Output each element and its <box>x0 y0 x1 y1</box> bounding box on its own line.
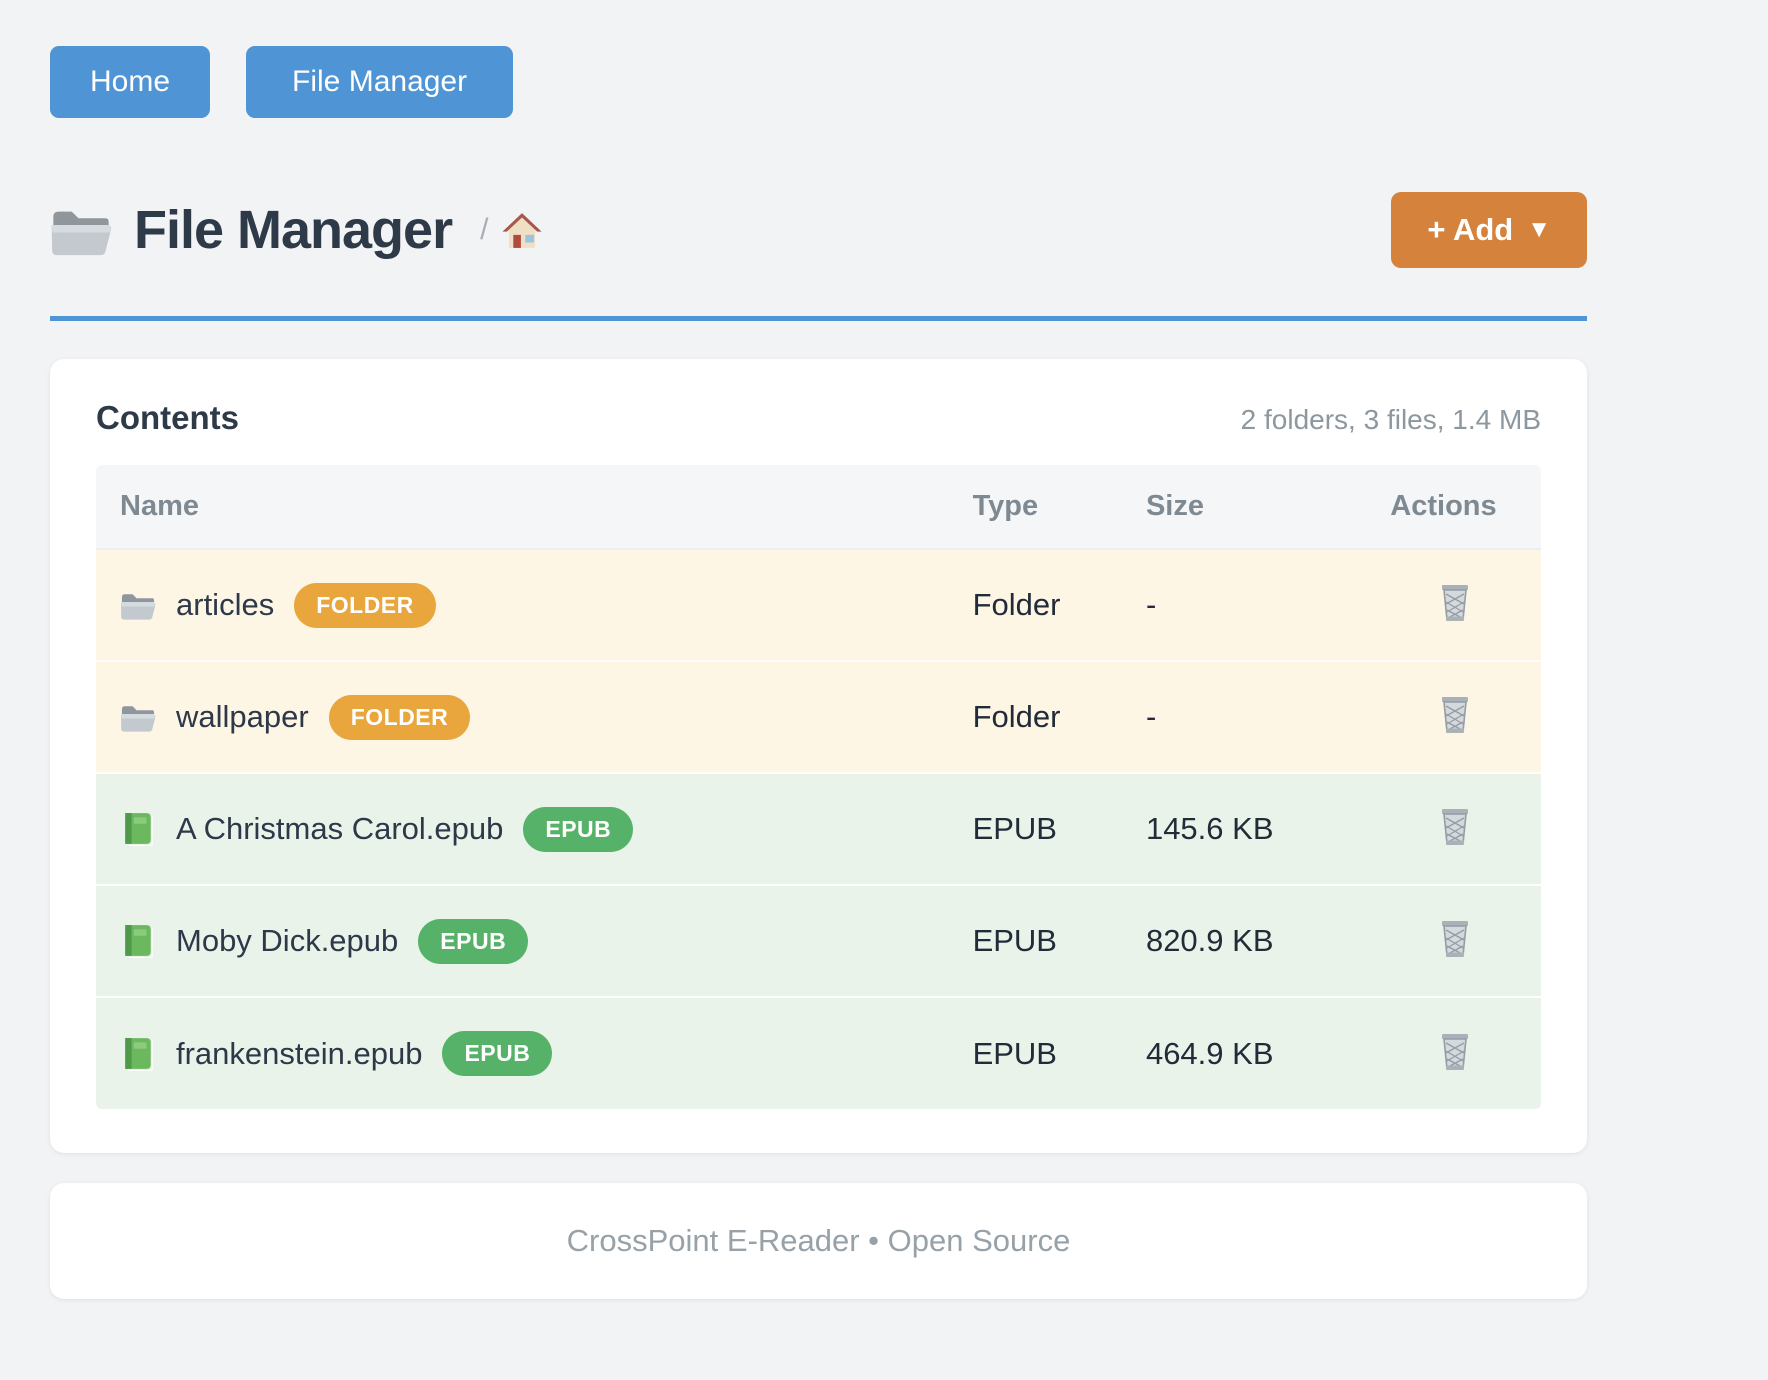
item-type: EPUB <box>948 772 1122 885</box>
home-button[interactable]: Home <box>50 46 211 118</box>
page-header: File Manager / + Add ▼ <box>50 192 1587 268</box>
contents-header: Contents 2 folders, 3 files, 1.4 MB <box>96 399 1541 437</box>
item-size: 820.9 KB <box>1121 884 1346 997</box>
top-nav: Home File Manager <box>50 46 1587 118</box>
table-row-articles[interactable]: articles FOLDER Folder - <box>96 548 1541 661</box>
column-header-actions: Actions <box>1345 465 1541 549</box>
title-divider <box>50 316 1587 321</box>
item-type: EPUB <box>948 996 1122 1109</box>
footer-text: CrossPoint E-Reader • Open Source <box>566 1223 1071 1258</box>
green-book-icon <box>125 925 153 958</box>
item-type: EPUB <box>948 884 1122 997</box>
folder-icon <box>51 211 112 256</box>
table-row-moby-dick[interactable]: Moby Dick.epub EPUB EPUB 820.9 KB <box>96 884 1541 997</box>
contents-card: Contents 2 folders, 3 files, 1.4 MB Name… <box>50 359 1587 1153</box>
table-header-row: Name Type Size Actions <box>96 465 1541 549</box>
item-size: - <box>1121 548 1346 661</box>
trash-icon <box>1441 1032 1470 1070</box>
table-row-frankenstein[interactable]: frankenstein.epub EPUB EPUB 464.9 KB <box>96 996 1541 1109</box>
column-header-size: Size <box>1121 465 1346 549</box>
item-name[interactable]: A Christmas Carol.epub <box>176 811 504 846</box>
delete-button[interactable] <box>1433 579 1477 630</box>
add-button[interactable]: + Add ▼ <box>1391 192 1587 268</box>
file-table: Name Type Size Actions articles FOLDER <box>96 465 1541 1109</box>
file-manager-page: Home File Manager File Manager / + Add ▼… <box>50 46 1587 1299</box>
breadcrumb: / <box>480 211 542 249</box>
epub-badge: EPUB <box>418 918 529 964</box>
chevron-down-icon: ▼ <box>1527 216 1551 243</box>
page-title: File Manager <box>134 200 453 260</box>
green-book-icon <box>125 1037 153 1071</box>
item-name[interactable]: frankenstein.epub <box>176 1035 423 1071</box>
item-size: 464.9 KB <box>1121 996 1346 1109</box>
add-button-label: + Add <box>1427 212 1514 247</box>
epub-badge: EPUB <box>523 806 634 852</box>
item-size: - <box>1121 660 1346 773</box>
folder-badge: FOLDER <box>294 582 436 628</box>
contents-summary: 2 folders, 3 files, 1.4 MB <box>1240 404 1541 435</box>
folder-badge: FOLDER <box>328 694 471 740</box>
column-header-name: Name <box>96 465 949 549</box>
item-size: 145.6 KB <box>1121 772 1346 885</box>
trash-icon <box>1441 696 1470 733</box>
green-book-icon <box>125 813 153 846</box>
trash-icon <box>1441 584 1470 621</box>
breadcrumb-separator: / <box>480 213 489 246</box>
epub-badge: EPUB <box>442 1031 553 1076</box>
title-group: File Manager / <box>50 199 542 261</box>
table-row-wallpaper[interactable]: wallpaper FOLDER Folder - <box>96 660 1541 773</box>
delete-button[interactable] <box>1433 803 1477 854</box>
house-icon[interactable] <box>502 211 542 249</box>
item-name[interactable]: Moby Dick.epub <box>176 923 399 958</box>
footer-card: CrossPoint E-Reader • Open Source <box>50 1183 1587 1299</box>
item-type: Folder <box>948 660 1122 773</box>
trash-icon <box>1441 808 1470 845</box>
item-name[interactable]: wallpaper <box>176 699 309 734</box>
trash-icon <box>1441 920 1470 957</box>
folder-icon <box>120 706 156 732</box>
contents-heading: Contents <box>96 399 239 436</box>
table-row-christmas-carol[interactable]: A Christmas Carol.epub EPUB EPUB 145.6 K… <box>96 772 1541 885</box>
item-type: Folder <box>948 548 1122 661</box>
folder-icon <box>120 594 156 620</box>
delete-button[interactable] <box>1433 1028 1477 1079</box>
delete-button[interactable] <box>1433 691 1477 742</box>
item-name[interactable]: articles <box>176 587 275 622</box>
delete-button[interactable] <box>1433 915 1477 966</box>
column-header-type: Type <box>948 465 1122 549</box>
file-manager-button[interactable]: File Manager <box>246 46 514 118</box>
